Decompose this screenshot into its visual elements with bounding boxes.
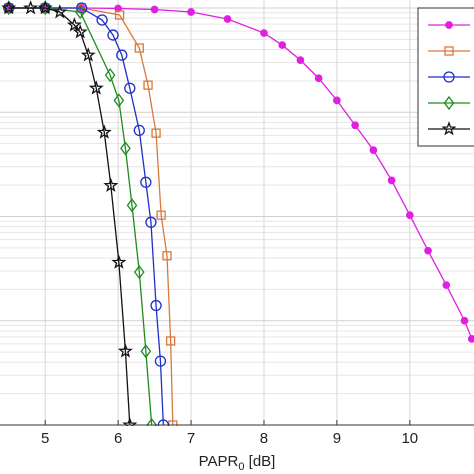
marker [76,2,88,14]
marker [52,4,68,19]
x-label-sub: 0 [238,461,244,473]
marker [37,0,53,15]
marker [150,5,159,14]
marker [96,124,112,139]
marker [333,96,341,105]
marker [113,93,125,108]
marker [146,417,157,426]
marker [278,41,287,49]
marker [74,4,86,20]
marker [114,4,122,13]
x-tick-label: 8 [260,430,268,447]
marker [296,56,305,65]
x-tick-label: 7 [187,430,195,447]
marker [387,176,396,185]
x-axis-label: PAPR0 [dB] [199,453,276,473]
marker [133,264,145,280]
marker [187,8,195,16]
marker [133,124,145,137]
marker [441,121,457,136]
marker [443,71,455,83]
marker [445,21,453,29]
marker [369,146,378,154]
marker [104,68,116,83]
marker [467,335,474,343]
marker [460,316,469,325]
marker [134,43,144,53]
marker [405,211,414,220]
marker [140,176,152,188]
marker [96,14,108,26]
x-tick-label: 9 [333,430,341,447]
marker [88,80,104,95]
marker [120,141,131,156]
marker [122,417,138,426]
marker [72,24,88,39]
marker [107,29,119,41]
marker [165,336,176,346]
marker [162,251,172,261]
marker [223,15,232,23]
marker [424,246,432,255]
marker [124,82,136,94]
marker [23,0,39,15]
marker [116,49,128,61]
marker [1,0,17,15]
x-tick-label: 10 [401,430,418,447]
marker [117,343,133,358]
marker [80,47,96,62]
x-label-main: PAPR [199,453,239,470]
marker [260,29,268,37]
marker [143,80,153,90]
x-label-unit: [dB] [245,453,276,470]
marker [126,198,138,213]
marker [150,299,162,312]
legend [417,7,474,147]
plot-area [1,0,474,426]
marker [66,17,82,32]
series-line [8,7,131,426]
grid [0,0,474,426]
marker [443,95,455,111]
x-tick-label: 5 [41,430,49,447]
marker [156,210,166,220]
marker [111,254,127,269]
marker [442,281,451,289]
marker [145,216,157,228]
series-line [8,7,473,340]
marker [151,128,161,138]
marker [444,46,454,56]
marker [140,344,152,359]
marker [154,355,167,367]
marker [314,74,323,83]
marker [114,10,125,20]
x-tick-label: 6 [114,430,122,447]
marker [351,121,359,130]
marker [103,177,119,192]
